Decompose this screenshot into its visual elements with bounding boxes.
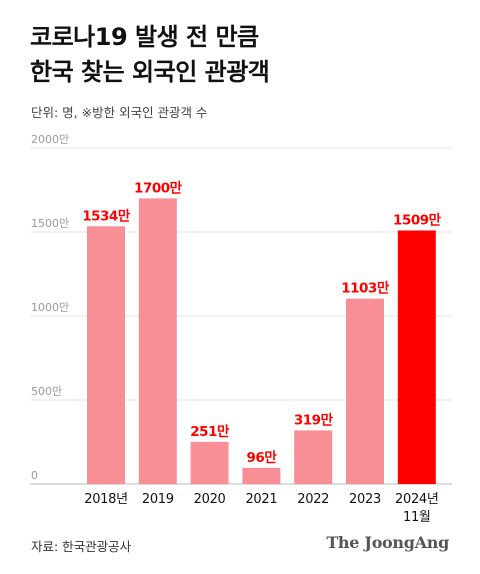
x-tick-label: 2023 xyxy=(349,492,381,507)
data-label: 1534만 xyxy=(82,208,131,224)
x-tick-label: 2020 xyxy=(194,492,226,507)
chart-title-line-2: 한국 찾는 외국인 관광객 xyxy=(30,58,270,86)
x-tick-label: 2024년 xyxy=(395,492,439,507)
bar xyxy=(242,467,281,484)
x-tick-label: 2019 xyxy=(142,492,174,507)
bar xyxy=(294,430,333,484)
x-tick-label: 2022 xyxy=(297,492,329,507)
data-label: 1509만 xyxy=(393,212,442,228)
bar xyxy=(397,230,436,484)
x-tick-label: 2021 xyxy=(245,492,277,507)
x-tick-label: 11월 xyxy=(403,510,431,525)
unit-note: 단위: 명, ※방한 외국인 관광객 수 xyxy=(31,105,208,120)
data-label: 251만 xyxy=(190,424,230,440)
y-tick-label: 2000만 xyxy=(31,133,69,146)
data-label: 96만 xyxy=(247,450,278,466)
data-label: 319만 xyxy=(294,412,334,428)
bar xyxy=(138,198,177,484)
chart-title: 코로나19 발생 전 만큼 한국 찾는 외국인 관광객 xyxy=(30,20,270,90)
y-tick-label: 1500만 xyxy=(31,217,69,230)
chart-title-line-1: 코로나19 발생 전 만큼 xyxy=(30,23,259,51)
bar xyxy=(87,226,125,484)
source-note: 자료: 한국관광공사 xyxy=(31,539,132,554)
brand-logo: The JoongAng xyxy=(326,533,449,552)
y-tick-label: 0 xyxy=(31,469,38,482)
y-tick-label: 500만 xyxy=(31,385,62,398)
y-tick-label: 1000만 xyxy=(31,301,69,314)
bar xyxy=(346,298,384,484)
data-label: 1103만 xyxy=(341,281,390,297)
x-tick-label: 2018년 xyxy=(84,492,128,507)
data-label: 1700만 xyxy=(134,180,183,196)
bar xyxy=(190,441,229,484)
